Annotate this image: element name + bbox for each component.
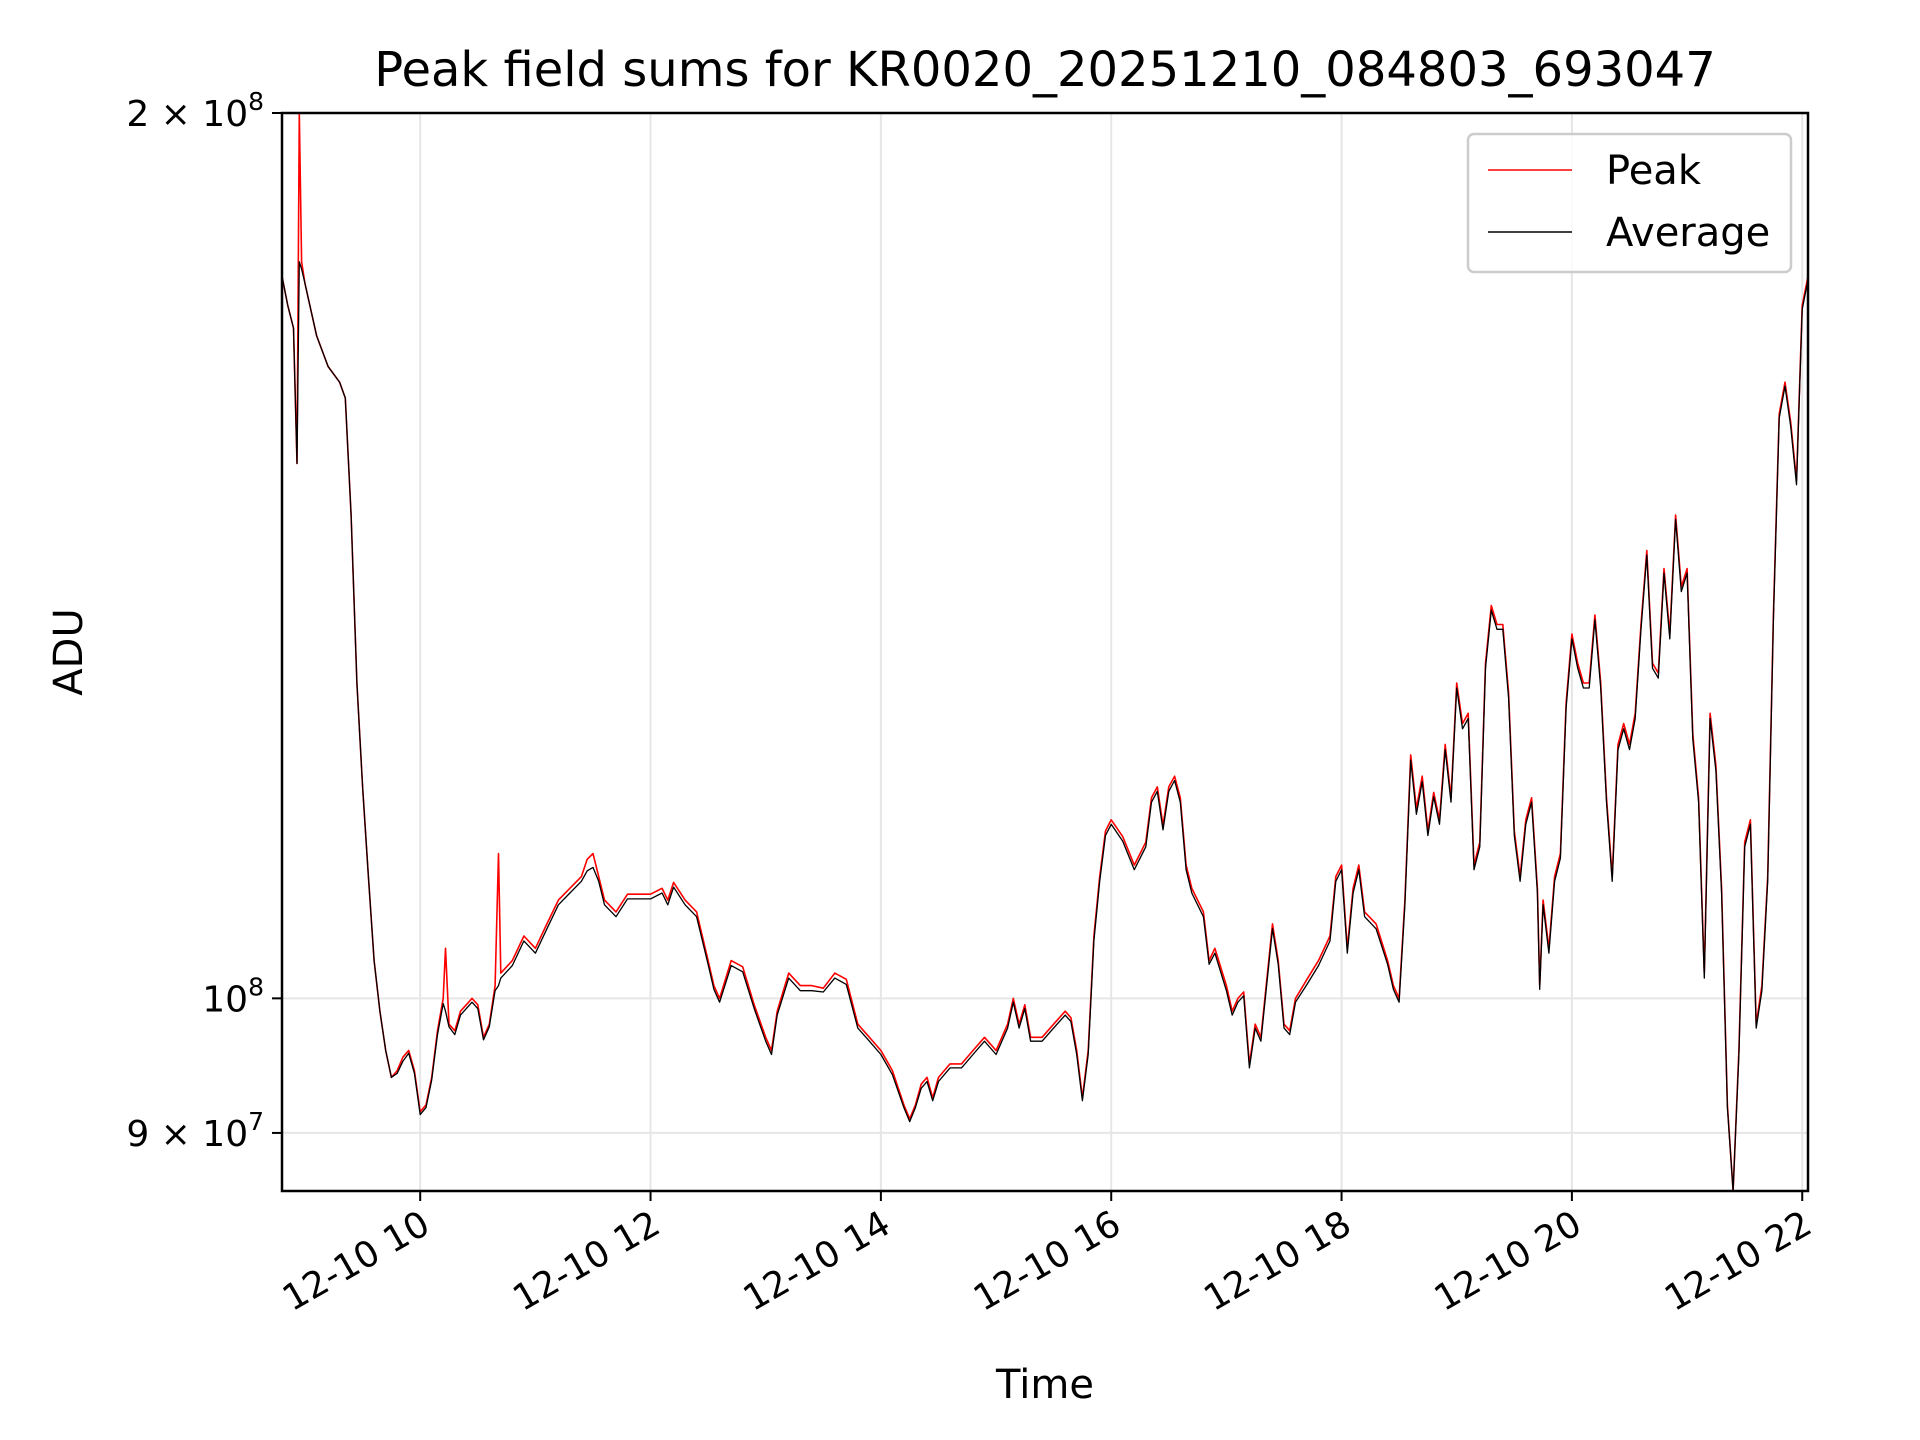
series-line-average <box>282 261 1808 1191</box>
chart-title: Peak field sums for KR0020_20251210_0848… <box>374 42 1716 98</box>
axes-frame <box>280 111 1810 1193</box>
x-axis-label: Time <box>995 1362 1094 1408</box>
legend-peak-label: Peak <box>1606 148 1702 194</box>
y-tick-label: 108 <box>202 972 264 1020</box>
y-tick-label: 2 × 108 <box>126 87 264 135</box>
legend: Peak Average <box>1466 132 1793 274</box>
y-axis: 2 × 108 108 9 × 107 <box>126 87 282 1155</box>
legend-box <box>1466 132 1793 274</box>
y-tick-label: 9 × 107 <box>126 1107 264 1155</box>
plot-area <box>282 113 1808 1191</box>
grid <box>282 113 1808 1191</box>
y-axis-label: ADU <box>46 608 92 695</box>
legend-average-label: Average <box>1606 210 1770 256</box>
